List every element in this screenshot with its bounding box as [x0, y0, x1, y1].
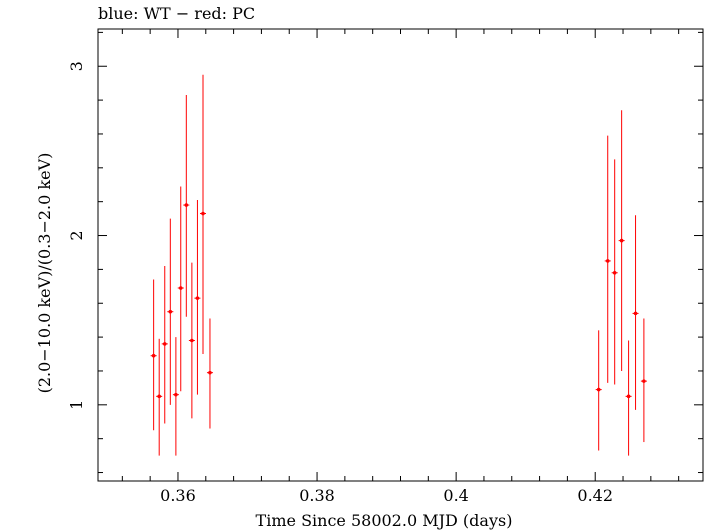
point-marker: [184, 203, 189, 207]
data-point: [611, 159, 618, 385]
data-point: [618, 110, 625, 371]
data-point: [595, 330, 602, 451]
point-marker: [162, 342, 167, 346]
point-marker: [633, 311, 638, 316]
data-point: [183, 95, 190, 317]
point-marker: [208, 370, 212, 375]
point-marker: [642, 379, 646, 383]
plot-frame: [97, 28, 704, 482]
point-marker: [195, 296, 200, 300]
data-point: [150, 279, 157, 431]
point-marker: [619, 238, 624, 243]
x-tick-label: 0.38: [299, 486, 335, 505]
data-point: [156, 338, 163, 456]
y-tick-label: 2: [67, 230, 86, 240]
y-tick-label: 3: [67, 61, 86, 71]
point-marker: [201, 211, 205, 216]
chart-title: blue: WT − red: PC: [98, 4, 256, 23]
point-marker: [605, 259, 610, 263]
data-point: [625, 340, 632, 456]
point-marker: [596, 387, 601, 392]
x-tick-label: 0.42: [577, 486, 613, 505]
point-marker: [190, 338, 194, 343]
data-points: [150, 74, 647, 456]
point-marker: [174, 392, 178, 397]
point-marker: [168, 309, 173, 314]
data-point: [206, 318, 213, 429]
data-point: [200, 74, 207, 355]
data-point: [177, 186, 184, 392]
point-marker: [178, 286, 183, 290]
y-axis: 1 2 3: [67, 31, 703, 474]
data-point: [188, 262, 195, 419]
x-tick-label: 0.4: [443, 486, 468, 505]
data-point: [172, 337, 179, 456]
data-point: [194, 199, 201, 395]
data-point: [640, 318, 647, 443]
data-point: [167, 218, 174, 405]
point-marker: [612, 270, 617, 275]
point-marker: [626, 394, 631, 399]
x-axis-label: Time Since 58002.0 MJD (days): [256, 511, 513, 530]
x-tick-label: 0.36: [160, 486, 196, 505]
y-axis-label: (2.0−10.0 keV)/(0.3−2.0 keV): [35, 153, 54, 394]
point-marker: [157, 394, 161, 399]
data-point: [632, 215, 639, 410]
point-marker: [151, 353, 156, 358]
x-axis: 0.36 0.38 0.4 0.42: [121, 29, 680, 505]
data-point: [604, 135, 611, 383]
y-tick-label: 1: [67, 400, 86, 410]
data-point: [161, 266, 168, 424]
